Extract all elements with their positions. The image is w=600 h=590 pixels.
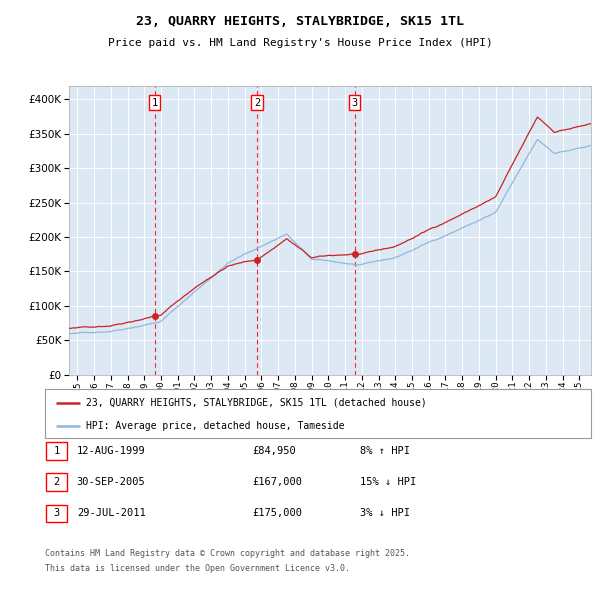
Text: 23, QUARRY HEIGHTS, STALYBRIDGE, SK15 1TL (detached house): 23, QUARRY HEIGHTS, STALYBRIDGE, SK15 1T… [86,398,427,408]
Text: 3: 3 [352,98,358,108]
Text: 12-AUG-1999: 12-AUG-1999 [77,446,146,455]
Text: 3% ↓ HPI: 3% ↓ HPI [360,509,410,518]
FancyBboxPatch shape [46,473,67,491]
Text: 2: 2 [53,477,59,487]
Text: £167,000: £167,000 [252,477,302,487]
Text: This data is licensed under the Open Government Licence v3.0.: This data is licensed under the Open Gov… [45,565,350,573]
Text: 3: 3 [53,509,59,518]
Text: 29-JUL-2011: 29-JUL-2011 [77,509,146,518]
FancyBboxPatch shape [46,442,67,460]
Text: 1: 1 [53,446,59,455]
Text: 2: 2 [254,98,260,108]
Text: 1: 1 [151,98,158,108]
FancyBboxPatch shape [45,389,591,438]
Text: HPI: Average price, detached house, Tameside: HPI: Average price, detached house, Tame… [86,421,344,431]
Text: Contains HM Land Registry data © Crown copyright and database right 2025.: Contains HM Land Registry data © Crown c… [45,549,410,558]
Text: £84,950: £84,950 [252,446,296,455]
Text: £175,000: £175,000 [252,509,302,518]
FancyBboxPatch shape [46,504,67,522]
Text: 15% ↓ HPI: 15% ↓ HPI [360,477,416,487]
Text: 8% ↑ HPI: 8% ↑ HPI [360,446,410,455]
Text: 23, QUARRY HEIGHTS, STALYBRIDGE, SK15 1TL: 23, QUARRY HEIGHTS, STALYBRIDGE, SK15 1T… [136,15,464,28]
Text: Price paid vs. HM Land Registry's House Price Index (HPI): Price paid vs. HM Land Registry's House … [107,38,493,48]
Text: 30-SEP-2005: 30-SEP-2005 [77,477,146,487]
